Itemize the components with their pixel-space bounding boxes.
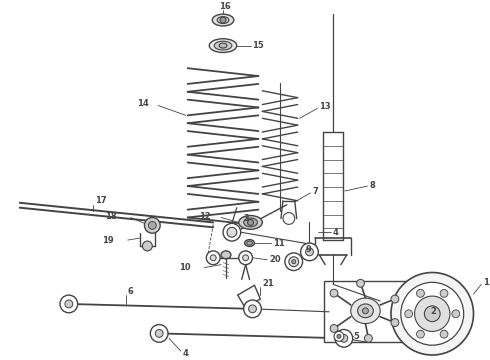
Ellipse shape — [217, 17, 229, 23]
Circle shape — [357, 279, 365, 287]
Circle shape — [301, 243, 318, 261]
Circle shape — [391, 319, 399, 327]
Circle shape — [248, 305, 256, 313]
Circle shape — [143, 241, 152, 251]
Circle shape — [223, 224, 241, 241]
Ellipse shape — [245, 240, 254, 247]
Text: 5: 5 — [354, 332, 360, 341]
Ellipse shape — [214, 41, 232, 50]
Text: 8: 8 — [369, 181, 375, 190]
Text: 2: 2 — [430, 307, 436, 316]
Ellipse shape — [212, 14, 234, 26]
Text: 19: 19 — [102, 235, 114, 244]
Circle shape — [155, 329, 163, 337]
Ellipse shape — [239, 216, 262, 229]
Circle shape — [337, 334, 341, 338]
Text: 21: 21 — [262, 279, 274, 288]
Circle shape — [247, 220, 253, 225]
Circle shape — [340, 334, 348, 342]
Text: 17: 17 — [96, 196, 107, 205]
Text: 10: 10 — [179, 263, 191, 272]
Circle shape — [365, 334, 372, 342]
Circle shape — [285, 253, 303, 271]
Text: 6: 6 — [128, 287, 134, 296]
Text: 7: 7 — [313, 188, 318, 197]
Text: 12: 12 — [199, 212, 211, 221]
Circle shape — [65, 300, 73, 308]
Text: 4: 4 — [333, 228, 339, 237]
Circle shape — [60, 295, 77, 313]
Circle shape — [424, 306, 440, 321]
Circle shape — [440, 289, 448, 297]
Ellipse shape — [363, 308, 368, 314]
Circle shape — [289, 257, 299, 267]
Bar — [324, 282, 411, 342]
Ellipse shape — [219, 43, 227, 48]
Circle shape — [391, 295, 399, 303]
Text: 9: 9 — [306, 246, 311, 255]
Circle shape — [239, 251, 252, 265]
Text: 11: 11 — [273, 239, 285, 248]
Circle shape — [330, 325, 338, 332]
Ellipse shape — [351, 298, 380, 324]
Circle shape — [415, 296, 450, 332]
Text: 14: 14 — [137, 99, 148, 108]
Circle shape — [334, 332, 344, 341]
Text: 16: 16 — [219, 2, 231, 11]
Ellipse shape — [209, 39, 237, 53]
Circle shape — [148, 221, 156, 229]
Circle shape — [335, 329, 353, 347]
Circle shape — [405, 310, 413, 318]
Circle shape — [330, 289, 338, 297]
Circle shape — [244, 300, 261, 318]
Circle shape — [306, 248, 314, 256]
Text: 20: 20 — [269, 255, 281, 264]
Ellipse shape — [244, 218, 257, 227]
Circle shape — [391, 273, 473, 355]
Circle shape — [416, 289, 424, 297]
Circle shape — [210, 255, 216, 261]
Circle shape — [206, 251, 220, 265]
Text: 13: 13 — [319, 102, 331, 111]
Circle shape — [220, 17, 226, 23]
Text: 4: 4 — [183, 348, 189, 357]
Circle shape — [401, 282, 464, 345]
Ellipse shape — [358, 304, 373, 318]
Text: 18: 18 — [105, 212, 117, 221]
Circle shape — [452, 310, 460, 318]
Circle shape — [243, 255, 248, 261]
Circle shape — [145, 217, 160, 233]
Text: 3: 3 — [244, 214, 249, 223]
Circle shape — [227, 227, 237, 237]
Circle shape — [150, 325, 168, 342]
Circle shape — [416, 330, 424, 338]
Text: 1: 1 — [483, 278, 489, 287]
Circle shape — [283, 213, 294, 224]
Circle shape — [440, 330, 448, 338]
Ellipse shape — [246, 241, 252, 245]
Ellipse shape — [221, 251, 231, 259]
Text: 15: 15 — [252, 41, 264, 50]
Circle shape — [292, 260, 296, 264]
